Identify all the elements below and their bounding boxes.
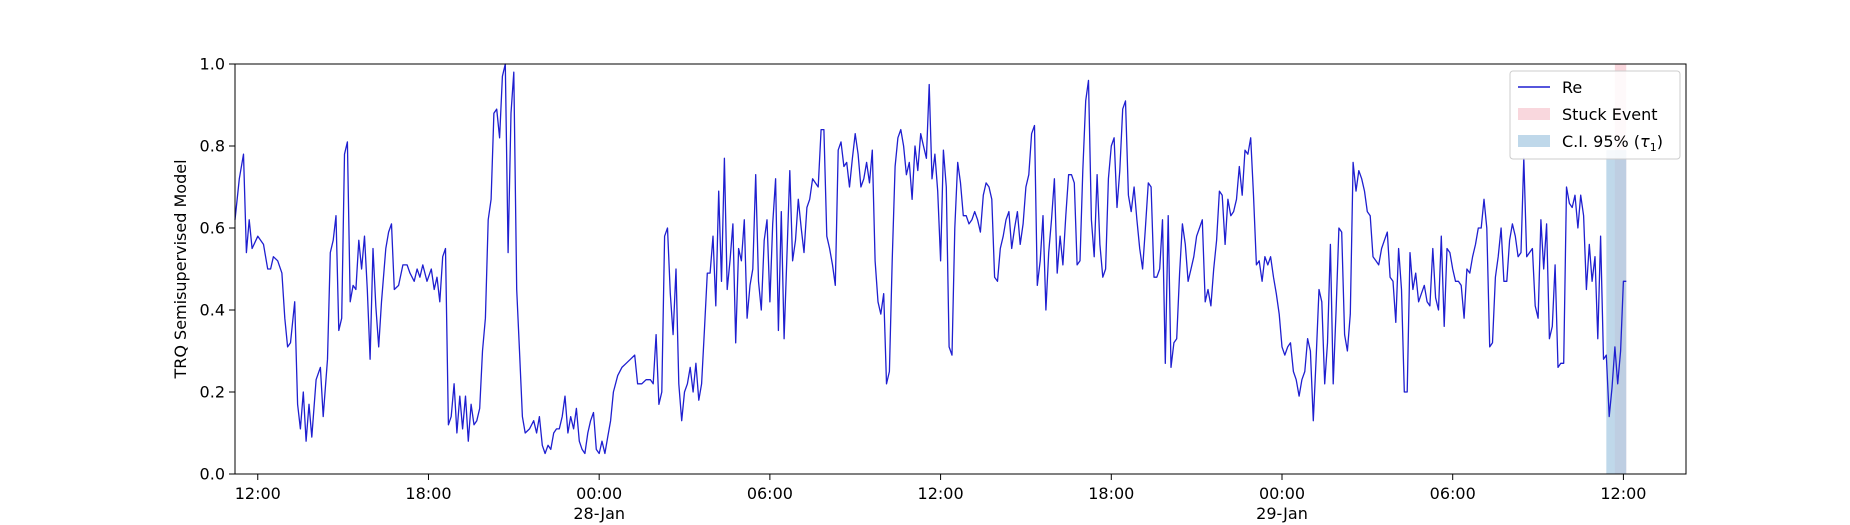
x-tick-label: 29-Jan [1256, 504, 1308, 523]
x-tick-label: 12:00 [918, 484, 964, 503]
y-tick-label: 0.8 [200, 137, 225, 156]
legend-swatch-patch [1518, 108, 1550, 120]
y-tick-label: 0.2 [200, 383, 225, 402]
y-axis-label: TRQ Semisupervised Model [171, 159, 190, 379]
series-line-re [234, 63, 1627, 455]
x-tick-label: 06:00 [1430, 484, 1476, 503]
y-axis: 0.0 0.2 0.4 0.6 0.8 1.0 [200, 55, 235, 484]
y-tick-label: 0.0 [200, 465, 225, 484]
x-tick-label: 18:00 [405, 484, 451, 503]
legend-swatch-patch [1518, 135, 1550, 147]
legend: Re Stuck Event C.I. 95% (τ1) [1509, 70, 1681, 160]
legend-label: Stuck Event [1562, 105, 1658, 124]
legend-label: Re [1562, 78, 1582, 97]
x-tick-label: 12:00 [235, 484, 281, 503]
legend-box [1509, 70, 1681, 160]
x-tick-label: 18:00 [1088, 484, 1134, 503]
x-tick-label: 00:00 [576, 484, 622, 503]
x-tick-label: 28-Jan [573, 504, 625, 523]
legend-label: C.I. 95% (τ1) [1562, 132, 1663, 154]
x-tick-label: 06:00 [747, 484, 793, 503]
x-tick-label: 12:00 [1600, 484, 1646, 503]
x-tick-label: 00:00 [1259, 484, 1305, 503]
span-confidence-interval [1606, 150, 1627, 474]
series-layer [234, 63, 1627, 455]
x-axis: 12:0018:0000:0028-Jan190006:0012:0018:00… [235, 474, 1646, 525]
y-tick-label: 1.0 [200, 55, 225, 74]
y-tick-label: 0.6 [200, 219, 225, 238]
plot-frame [234, 63, 1687, 475]
y-tick-label: 0.4 [200, 301, 225, 320]
